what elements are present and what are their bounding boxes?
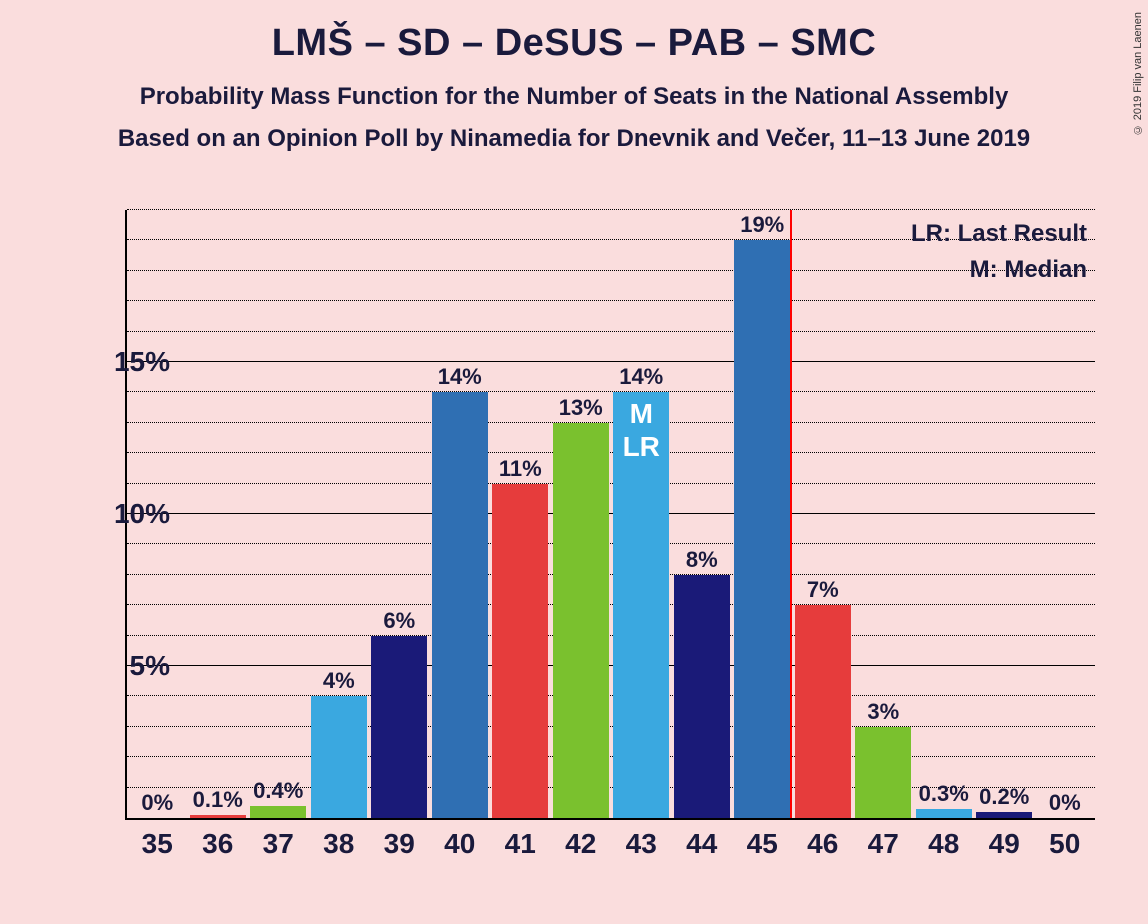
bar: 19% [734,240,790,818]
copyright-text: © 2019 Filip van Laenen [1132,12,1144,135]
x-tick-label: 44 [686,828,717,860]
x-tick-label: 35 [142,828,173,860]
bar: 14%MLR [613,392,669,818]
bar-value-label: 8% [686,547,718,575]
bar: 0.3% [916,809,972,818]
x-tick-label: 38 [323,828,354,860]
bar-value-label: 13% [559,395,603,423]
bar-value-label: 0.3% [919,781,969,809]
bar: 7% [795,605,851,818]
bar: 14% [432,392,488,818]
x-tick-label: 46 [807,828,838,860]
chart-subtitle-2: Based on an Opinion Poll by Ninamedia fo… [0,125,1148,153]
bar-value-label: 0% [1049,790,1081,818]
bar: 8% [674,575,730,818]
bar: 4% [311,696,367,818]
bar: 0.4% [250,806,306,818]
x-axis-line [125,818,1095,820]
chart-plot-area: 0%0.1%0.4%4%6%14%11%13%14%MLR8%19%7%3%0.… [125,210,1095,820]
x-tick-label: 41 [505,828,536,860]
bar-value-label: 7% [807,577,839,605]
x-tick-label: 47 [868,828,899,860]
x-tick-label: 42 [565,828,596,860]
bar: 0.2% [976,812,1032,818]
legend-line-m: M: Median [911,252,1087,288]
legend-line-lr: LR: Last Result [911,216,1087,252]
x-tick-label: 37 [263,828,294,860]
bar: 3% [855,727,911,818]
bar: 6% [371,636,427,818]
bar: 0.1% [190,815,246,818]
bar: 11% [492,484,548,818]
x-tick-label: 39 [384,828,415,860]
y-tick-label: 10% [114,498,170,530]
x-tick-label: 48 [928,828,959,860]
chart-title: LMŠ – SD – DeSUS – PAB – SMC [0,22,1148,65]
x-tick-label: 40 [444,828,475,860]
bar-value-label: 14% [619,364,663,392]
bar-value-label: 4% [323,668,355,696]
bar-value-label: 6% [383,608,415,636]
x-tick-label: 50 [1049,828,1080,860]
x-tick-label: 43 [626,828,657,860]
chart-subtitle-1: Probability Mass Function for the Number… [0,83,1148,111]
x-tick-label: 49 [989,828,1020,860]
majority-threshold-line [790,210,792,818]
x-tick-label: 36 [202,828,233,860]
legend: LR: Last Result M: Median [911,216,1087,288]
median-marker: MLR [613,398,669,462]
x-tick-label: 45 [747,828,778,860]
bar-value-label: 0.2% [979,784,1029,812]
bar-value-label: 0% [141,790,173,818]
y-tick-label: 15% [114,346,170,378]
bar-value-label: 0.1% [193,787,243,815]
bar-value-label: 14% [438,364,482,392]
bar-value-label: 11% [499,456,542,484]
bar-value-label: 0.4% [253,778,303,806]
bar-value-label: 3% [867,699,899,727]
bars-container: 0%0.1%0.4%4%6%14%11%13%14%MLR8%19%7%3%0.… [127,210,1095,818]
y-tick-label: 5% [130,650,170,682]
bar-value-label: 19% [740,212,784,240]
bar: 13% [553,423,609,818]
